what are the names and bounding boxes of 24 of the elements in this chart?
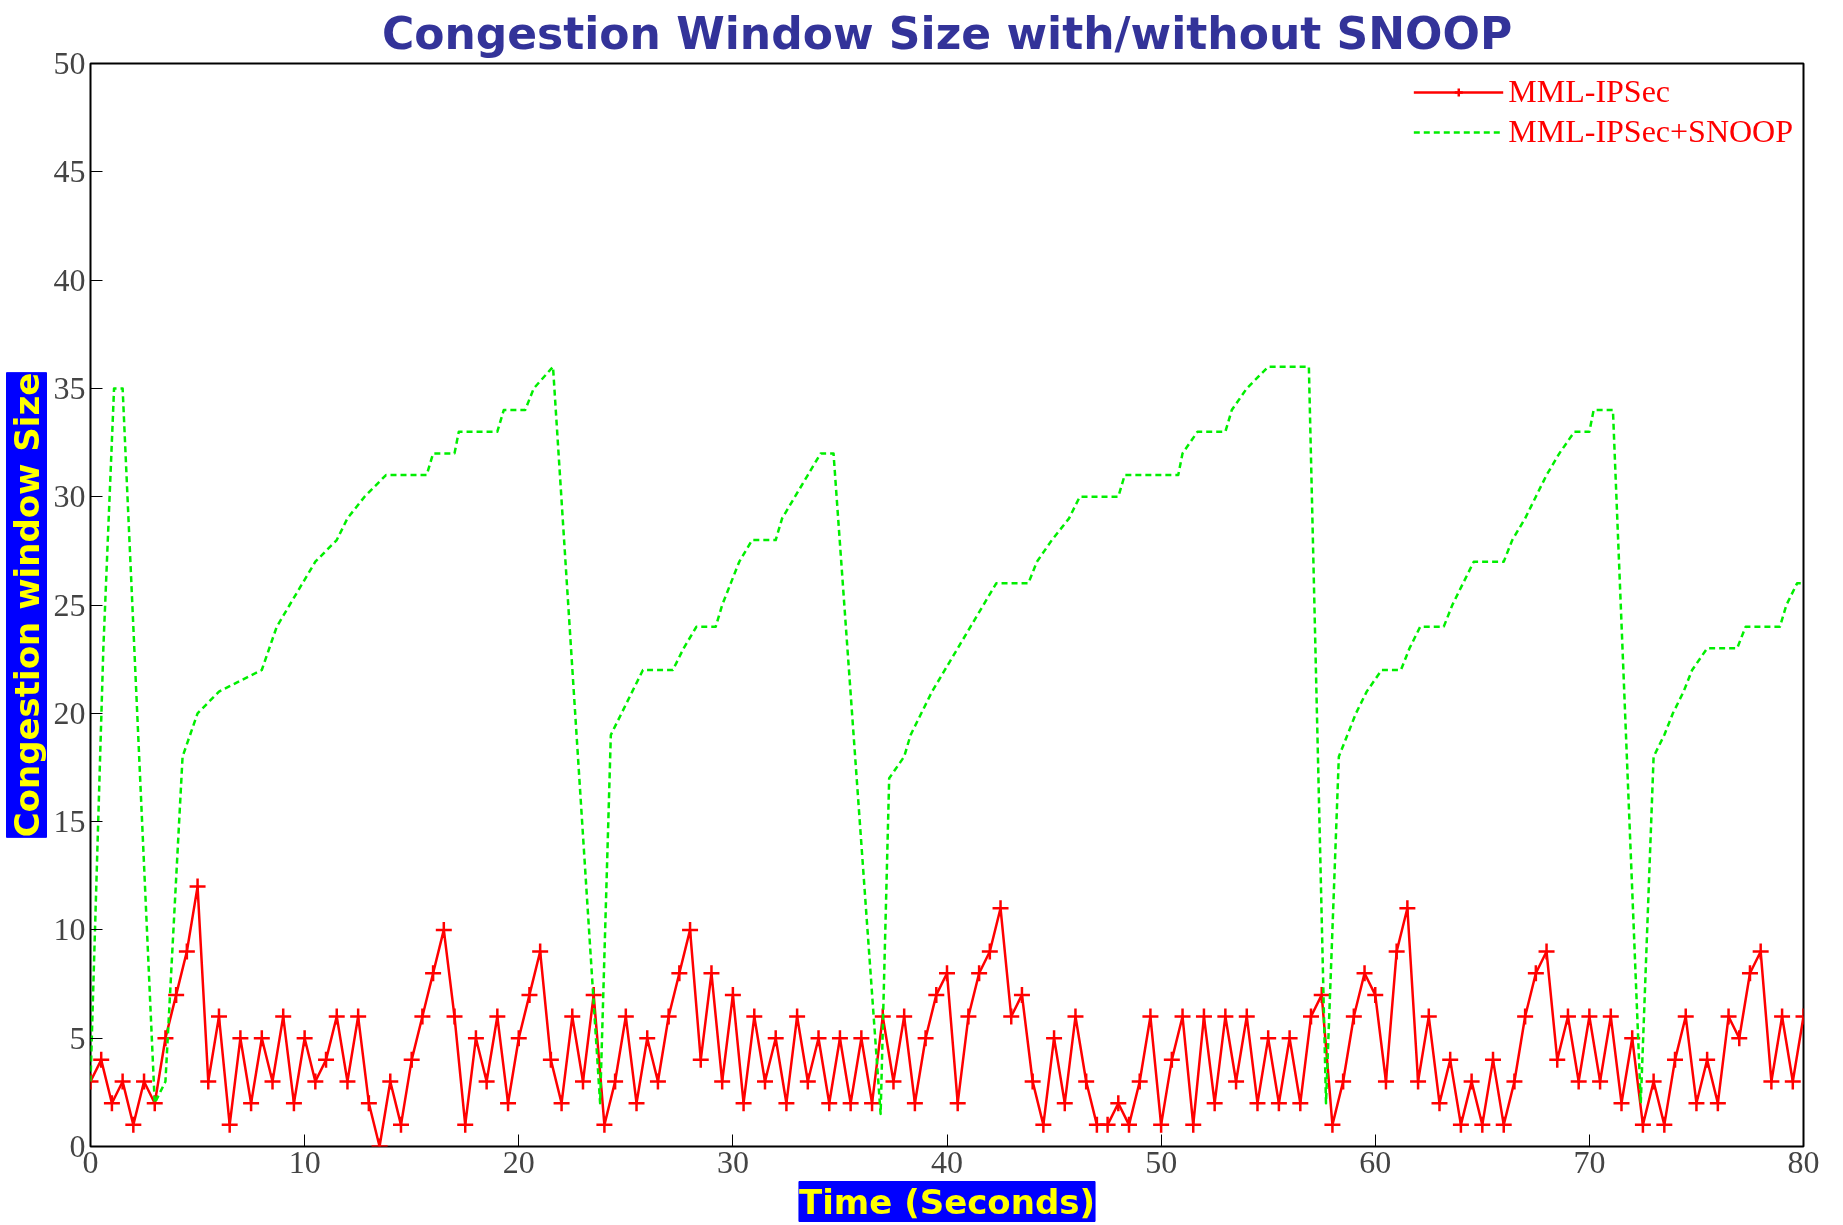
y-tick-label: 10 (53, 911, 86, 948)
legend-label: MML-IPSec (1508, 73, 1671, 110)
y-tick-label: 40 (53, 261, 86, 298)
y-tick-label: 25 (53, 586, 86, 623)
y-tick-label: 15 (53, 803, 86, 840)
chart-title: Congestion Window Size with/without SNOOP (381, 7, 1513, 59)
y-tick-label: 20 (53, 694, 86, 731)
x-tick-label: 40 (931, 1143, 963, 1180)
y-tick-label: 35 (53, 369, 86, 406)
y-tick-label: 50 (53, 45, 86, 81)
x-tick-label: 30 (716, 1143, 749, 1180)
y-tick-label: 45 (53, 153, 86, 190)
x-tick-label: 50 (1145, 1143, 1178, 1180)
x-tick-label: 20 (502, 1143, 535, 1180)
x-tick-label: 10 (288, 1143, 321, 1180)
legend-label: MML-IPSec+SNOOP (1508, 113, 1793, 150)
y-tick-label: 5 (69, 1019, 86, 1056)
x-tick-label: 60 (1359, 1143, 1392, 1180)
x-tick-label: 80 (1787, 1143, 1820, 1180)
y-tick-label: 30 (53, 478, 86, 515)
y-axis-title: Congestion window Size (6, 372, 47, 838)
x-tick-label: 70 (1573, 1143, 1606, 1180)
x-axis-title: Time (Seconds) (798, 1181, 1096, 1222)
line-series (90, 365, 1804, 1116)
